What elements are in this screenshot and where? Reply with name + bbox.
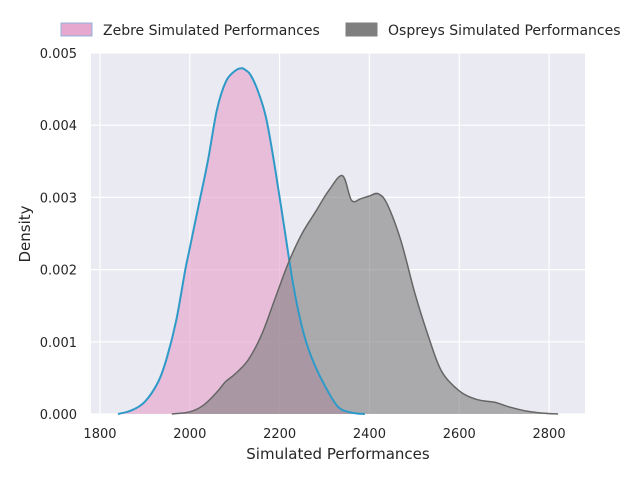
x-axis-label: Simulated Performances — [246, 445, 430, 463]
density-area-ospreys — [171, 175, 559, 414]
density-line-zebre — [117, 67, 365, 415]
y-axis-ticks: 0.000 0.001 0.002 0.003 0.004 0.005 — [40, 47, 77, 423]
y-tick-label-1: 0.001 — [40, 336, 77, 351]
y-tick-label-2: 0.002 — [40, 264, 77, 279]
x-tick-label-5: 2800 — [533, 427, 566, 442]
y-tick-label-0: 0.000 — [40, 408, 77, 423]
y-tick-label-5: 0.005 — [40, 47, 77, 62]
x-tick-label-1: 2000 — [173, 427, 206, 442]
density-line-ospreys — [171, 174, 559, 415]
density-curves — [117, 67, 559, 415]
x-tick-label-2: 2200 — [263, 427, 296, 442]
y-tick-label-4: 0.004 — [40, 119, 77, 134]
legend: Zebre Simulated Performances Ospreys Sim… — [60, 22, 621, 39]
x-tick-label-0: 1800 — [83, 427, 116, 442]
legend-label-zebre: Zebre Simulated Performances — [103, 23, 320, 39]
legend-swatch-ospreys — [345, 22, 378, 37]
x-axis-ticks: 1800 2000 2200 2400 2600 2800 — [83, 427, 565, 442]
x-tick-label-4: 2600 — [443, 427, 476, 442]
density-area-zebre — [117, 68, 365, 415]
y-tick-label-3: 0.003 — [40, 191, 77, 206]
x-tick-label-3: 2400 — [353, 427, 386, 442]
legend-swatch-zebre — [60, 22, 93, 37]
y-axis-label: Density — [16, 205, 34, 262]
legend-label-ospreys: Ospreys Simulated Performances — [388, 23, 621, 39]
